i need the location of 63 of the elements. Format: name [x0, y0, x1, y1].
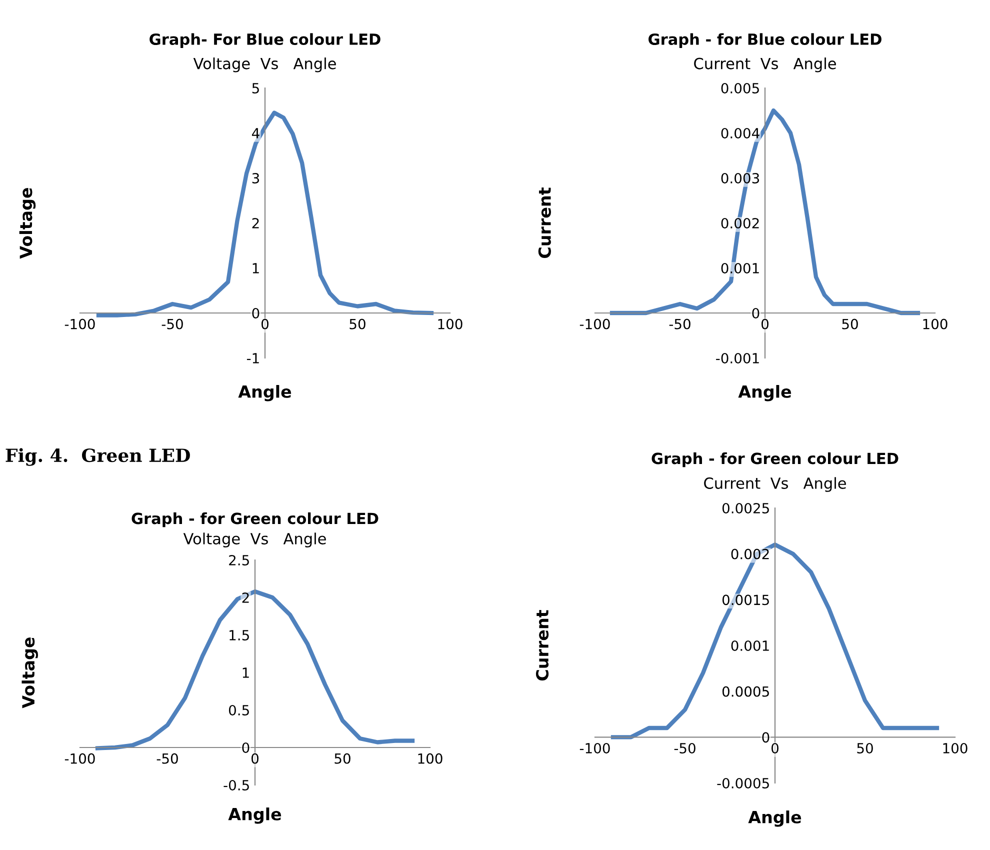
y-tick-label: 3 [252, 172, 260, 184]
x-axis-title: Angle [748, 810, 802, 827]
y-tick-label: 0.004 [721, 128, 760, 138]
chart-title: Graph - for Green colour LED [652, 452, 898, 468]
x-tick-label: -100 [64, 318, 95, 330]
x-tick-label: -100 [580, 318, 610, 330]
y-tick-label: -1 [246, 353, 259, 364]
y-tick-label: 5 [252, 83, 259, 94]
x-tick-label: 50 [842, 318, 858, 330]
y-tick-label: 1 [242, 668, 249, 678]
y-tick-label: 0.002 [721, 218, 759, 228]
y-tick-label: 0.002 [731, 548, 769, 560]
y-axis-title: Voltage [22, 638, 38, 708]
y-tick-label: 0.0015 [722, 594, 769, 606]
y-tick-label: 0 [252, 308, 260, 318]
x-tick-label: -100 [580, 742, 610, 754]
y-tick-label: 0.5 [228, 704, 249, 716]
x-tick-label: 100 [923, 318, 948, 330]
chart-subtitle: Voltage Vs Angle [183, 532, 326, 548]
x-tick-label: 50 [857, 742, 873, 754]
chart-title: Graph - for Blue colour LED [648, 33, 882, 48]
x-tick-label: 50 [350, 318, 366, 330]
x-tick-label: 100 [418, 753, 442, 764]
x-tick-label: -100 [64, 753, 95, 764]
caption: Fig. 4. Green LED [6, 448, 190, 466]
y-tick-label: 0 [762, 732, 770, 743]
y-tick-label: 4 [252, 128, 260, 138]
y-tick-label: 0.005 [721, 82, 759, 94]
chart-subtitle: Current Vs Angle [704, 477, 846, 492]
y-tick-label: -0.5 [224, 780, 249, 790]
y-tick-label: 0.003 [721, 172, 760, 184]
y-axis-title: Current [536, 610, 549, 681]
y-tick-label: -0.0005 [717, 778, 769, 788]
y-tick-label: 1.5 [230, 630, 249, 640]
chart-subtitle: Current Vs Angle [694, 57, 836, 72]
x-tick-label: 100 [438, 318, 462, 330]
x-axis-title: Angle [738, 385, 792, 402]
y-tick-label: -0.001 [716, 352, 759, 364]
chart-title: Graph - for Green colour LED [132, 512, 378, 528]
x-tick-label: 0 [771, 742, 778, 754]
y-tick-label: 0 [752, 308, 760, 318]
x-tick-label: -50 [156, 753, 178, 764]
y-tick-label: 2 [242, 592, 249, 603]
x-tick-label: -50 [669, 318, 690, 330]
x-tick-label: 50 [334, 753, 350, 764]
y-tick-label: 0.001 [731, 640, 769, 651]
y-tick-label: 0.0005 [722, 686, 769, 697]
line-series [96, 110, 434, 318]
y-axis-title: Current [538, 188, 551, 258]
y-tick-label: 2.5 [229, 554, 249, 566]
x-axis-title: Angle [228, 808, 282, 824]
y-tick-label: 2 [252, 218, 259, 228]
x-tick-label: -50 [162, 318, 183, 330]
x-axis-title: Angle [238, 385, 292, 402]
y-tick-label: 1 [252, 263, 259, 274]
y-axis-title: Voltage [19, 188, 36, 259]
x-tick-label: -50 [674, 742, 696, 754]
y-tick-label: 0.001 [721, 262, 759, 274]
y-tick-label: 0.0025 [722, 502, 769, 514]
chart-title: Graph- For Blue colour LED [150, 33, 380, 48]
x-tick-label: 100 [943, 742, 968, 754]
chart-subtitle: Voltage Vs Angle [193, 57, 336, 72]
x-tick-label: 0 [261, 318, 268, 330]
